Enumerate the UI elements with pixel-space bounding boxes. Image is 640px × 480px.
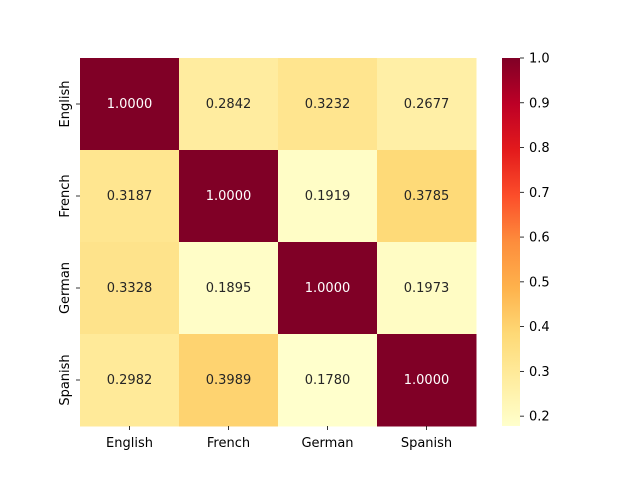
colorbar-gradient [502,58,520,426]
y-tick-label: German [58,262,73,314]
cell-value-label: 0.3232 [305,97,351,112]
heatmap-cell [377,242,477,335]
heatmap-cell [377,150,477,243]
cell-value-label: 1.0000 [404,373,450,388]
cell-value-label: 0.2677 [404,97,450,112]
colorbar-tick-label: 0.9 [529,96,550,111]
heatmap-cell [278,334,378,427]
heatmap-cell [377,334,477,427]
colorbar-tick-label: 0.2 [529,410,550,425]
heatmap-cell [80,58,180,151]
colorbar-tick-label: 0.8 [529,141,550,156]
x-tick-label: English [106,436,153,451]
heatmap-cell [80,242,180,335]
colorbar-tick-label: 0.3 [529,365,550,380]
colorbar-tick-label: 0.5 [529,275,550,290]
cell-value-label: 1.0000 [206,189,252,204]
heatmap-cell [377,58,477,151]
cell-value-label: 0.1780 [305,373,351,388]
heatmap-cell [278,58,378,151]
heatmap-cell [179,242,279,335]
y-axis: English French German Spanish [58,81,80,406]
y-tick-label: English [58,81,73,128]
heatmap-cell [278,150,378,243]
heatmap-grid [80,58,477,427]
cell-value-label: 0.3785 [404,189,450,204]
x-tick-label: French [207,436,250,451]
y-tick-label: French [58,174,73,217]
heatmap-cell [80,334,180,427]
colorbar-tick-label: 1.0 [529,52,550,67]
heatmap-value-labels: 1.0000 0.2842 0.3232 0.2677 0.3187 1.0000 0.19… [107,97,450,388]
cell-value-label: 0.1973 [404,281,450,296]
colorbar-tick-label: 0.6 [529,231,550,246]
cell-value-label: 0.3328 [107,281,153,296]
cell-value-label: 1.0000 [305,281,351,296]
cell-value-label: 0.3187 [107,189,153,204]
cell-value-label: 0.2842 [206,97,252,112]
heatmap-cell [179,150,279,243]
cell-value-label: 0.1895 [206,281,252,296]
colorbar-ticks: 0.2 0.3 0.4 0.5 0.6 0.7 0.8 0.9 1.0 [520,52,550,425]
x-tick-label: Spanish [401,436,452,451]
heatmap-cell [80,150,180,243]
colorbar: 0.2 0.3 0.4 0.5 0.6 0.7 0.8 0.9 1.0 [502,52,550,426]
heatmap-cell [278,242,378,335]
cell-value-label: 0.2982 [107,373,153,388]
x-axis: English French German Spanish [106,426,452,451]
colorbar-tick-label: 0.7 [529,186,550,201]
y-tick-label: Spanish [58,354,73,405]
cell-value-label: 0.3989 [206,373,252,388]
heatmap-cell [179,58,279,151]
cell-value-label: 1.0000 [107,97,153,112]
x-tick-label: German [301,436,353,451]
cell-value-label: 0.1919 [305,189,351,204]
colorbar-tick-label: 0.4 [529,320,550,335]
heatmap-cell [179,334,279,427]
